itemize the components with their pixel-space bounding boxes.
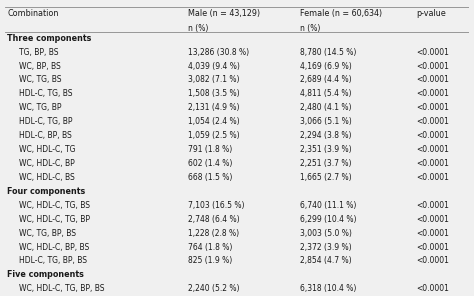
Text: <0.0001: <0.0001: [416, 48, 449, 57]
Text: <0.0001: <0.0001: [416, 257, 449, 266]
Text: 3,082 (7.1 %): 3,082 (7.1 %): [188, 75, 240, 84]
Text: 1,059 (2.5 %): 1,059 (2.5 %): [188, 131, 240, 140]
Text: <0.0001: <0.0001: [416, 242, 449, 252]
Text: 3,003 (5.0 %): 3,003 (5.0 %): [300, 229, 352, 238]
Text: 2,854 (4.7 %): 2,854 (4.7 %): [300, 257, 351, 266]
Text: WC, HDL-C, TG, BP, BS: WC, HDL-C, TG, BP, BS: [18, 284, 104, 293]
Text: TG, BP, BS: TG, BP, BS: [18, 48, 58, 57]
Text: WC, HDL-C, TG, BS: WC, HDL-C, TG, BS: [18, 201, 90, 210]
Text: WC, BP, BS: WC, BP, BS: [18, 62, 60, 70]
Text: <0.0001: <0.0001: [416, 215, 449, 224]
Text: 1,228 (2.8 %): 1,228 (2.8 %): [188, 229, 239, 238]
Text: <0.0001: <0.0001: [416, 75, 449, 84]
Text: 2,372 (3.9 %): 2,372 (3.9 %): [300, 242, 351, 252]
Text: WC, TG, BP, BS: WC, TG, BP, BS: [18, 229, 76, 238]
Text: <0.0001: <0.0001: [416, 173, 449, 182]
Text: <0.0001: <0.0001: [416, 284, 449, 293]
Text: 1,054 (2.4 %): 1,054 (2.4 %): [188, 117, 240, 126]
Text: HDL-C, TG, BP: HDL-C, TG, BP: [18, 117, 72, 126]
Text: 791 (1.8 %): 791 (1.8 %): [188, 145, 232, 154]
Text: Combination: Combination: [7, 9, 58, 18]
Text: 8,780 (14.5 %): 8,780 (14.5 %): [300, 48, 356, 57]
Text: 4,039 (9.4 %): 4,039 (9.4 %): [188, 62, 240, 70]
Text: 4,811 (5.4 %): 4,811 (5.4 %): [300, 89, 351, 98]
Text: 1,665 (2.7 %): 1,665 (2.7 %): [300, 173, 351, 182]
Text: n (%): n (%): [300, 24, 320, 33]
Text: 2,294 (3.8 %): 2,294 (3.8 %): [300, 131, 351, 140]
Text: 6,318 (10.4 %): 6,318 (10.4 %): [300, 284, 356, 293]
Text: WC, HDL-C, TG: WC, HDL-C, TG: [18, 145, 75, 154]
Text: 2,240 (5.2 %): 2,240 (5.2 %): [188, 284, 240, 293]
Text: 2,131 (4.9 %): 2,131 (4.9 %): [188, 103, 240, 112]
Text: 764 (1.8 %): 764 (1.8 %): [188, 242, 233, 252]
Text: 825 (1.9 %): 825 (1.9 %): [188, 257, 232, 266]
Text: WC, TG, BP: WC, TG, BP: [18, 103, 61, 112]
Text: 13,286 (30.8 %): 13,286 (30.8 %): [188, 48, 249, 57]
Text: 1,508 (3.5 %): 1,508 (3.5 %): [188, 89, 240, 98]
Text: n (%): n (%): [188, 24, 209, 33]
Text: 2,251 (3.7 %): 2,251 (3.7 %): [300, 159, 351, 168]
Text: <0.0001: <0.0001: [416, 201, 449, 210]
Text: 2,351 (3.9 %): 2,351 (3.9 %): [300, 145, 351, 154]
Text: 7,103 (16.5 %): 7,103 (16.5 %): [188, 201, 245, 210]
Text: 2,480 (4.1 %): 2,480 (4.1 %): [300, 103, 351, 112]
Text: Male (n = 43,129): Male (n = 43,129): [188, 9, 260, 18]
Text: Four components: Four components: [7, 187, 85, 196]
Text: Five components: Five components: [7, 271, 84, 279]
Text: WC, HDL-C, TG, BP: WC, HDL-C, TG, BP: [18, 215, 90, 224]
Text: WC, HDL-C, BP: WC, HDL-C, BP: [18, 159, 74, 168]
Text: HDL-C, TG, BS: HDL-C, TG, BS: [18, 89, 72, 98]
Text: 602 (1.4 %): 602 (1.4 %): [188, 159, 233, 168]
Text: 668 (1.5 %): 668 (1.5 %): [188, 173, 233, 182]
Text: 2,748 (6.4 %): 2,748 (6.4 %): [188, 215, 240, 224]
Text: <0.0001: <0.0001: [416, 131, 449, 140]
Text: WC, TG, BS: WC, TG, BS: [18, 75, 61, 84]
Text: 3,066 (5.1 %): 3,066 (5.1 %): [300, 117, 351, 126]
Text: <0.0001: <0.0001: [416, 159, 449, 168]
Text: HDL-C, TG, BP, BS: HDL-C, TG, BP, BS: [18, 257, 87, 266]
Text: 2,689 (4.4 %): 2,689 (4.4 %): [300, 75, 351, 84]
Text: 4,169 (6.9 %): 4,169 (6.9 %): [300, 62, 351, 70]
Text: 6,740 (11.1 %): 6,740 (11.1 %): [300, 201, 356, 210]
Text: Female (n = 60,634): Female (n = 60,634): [300, 9, 382, 18]
Text: WC, HDL-C, BP, BS: WC, HDL-C, BP, BS: [18, 242, 89, 252]
Text: 6,299 (10.4 %): 6,299 (10.4 %): [300, 215, 356, 224]
Text: <0.0001: <0.0001: [416, 62, 449, 70]
Text: WC, HDL-C, BS: WC, HDL-C, BS: [18, 173, 74, 182]
Text: <0.0001: <0.0001: [416, 117, 449, 126]
Text: <0.0001: <0.0001: [416, 89, 449, 98]
Text: HDL-C, BP, BS: HDL-C, BP, BS: [18, 131, 72, 140]
Text: <0.0001: <0.0001: [416, 229, 449, 238]
Text: <0.0001: <0.0001: [416, 103, 449, 112]
Text: Three components: Three components: [7, 34, 91, 43]
Text: <0.0001: <0.0001: [416, 145, 449, 154]
Text: p-value: p-value: [416, 9, 446, 18]
